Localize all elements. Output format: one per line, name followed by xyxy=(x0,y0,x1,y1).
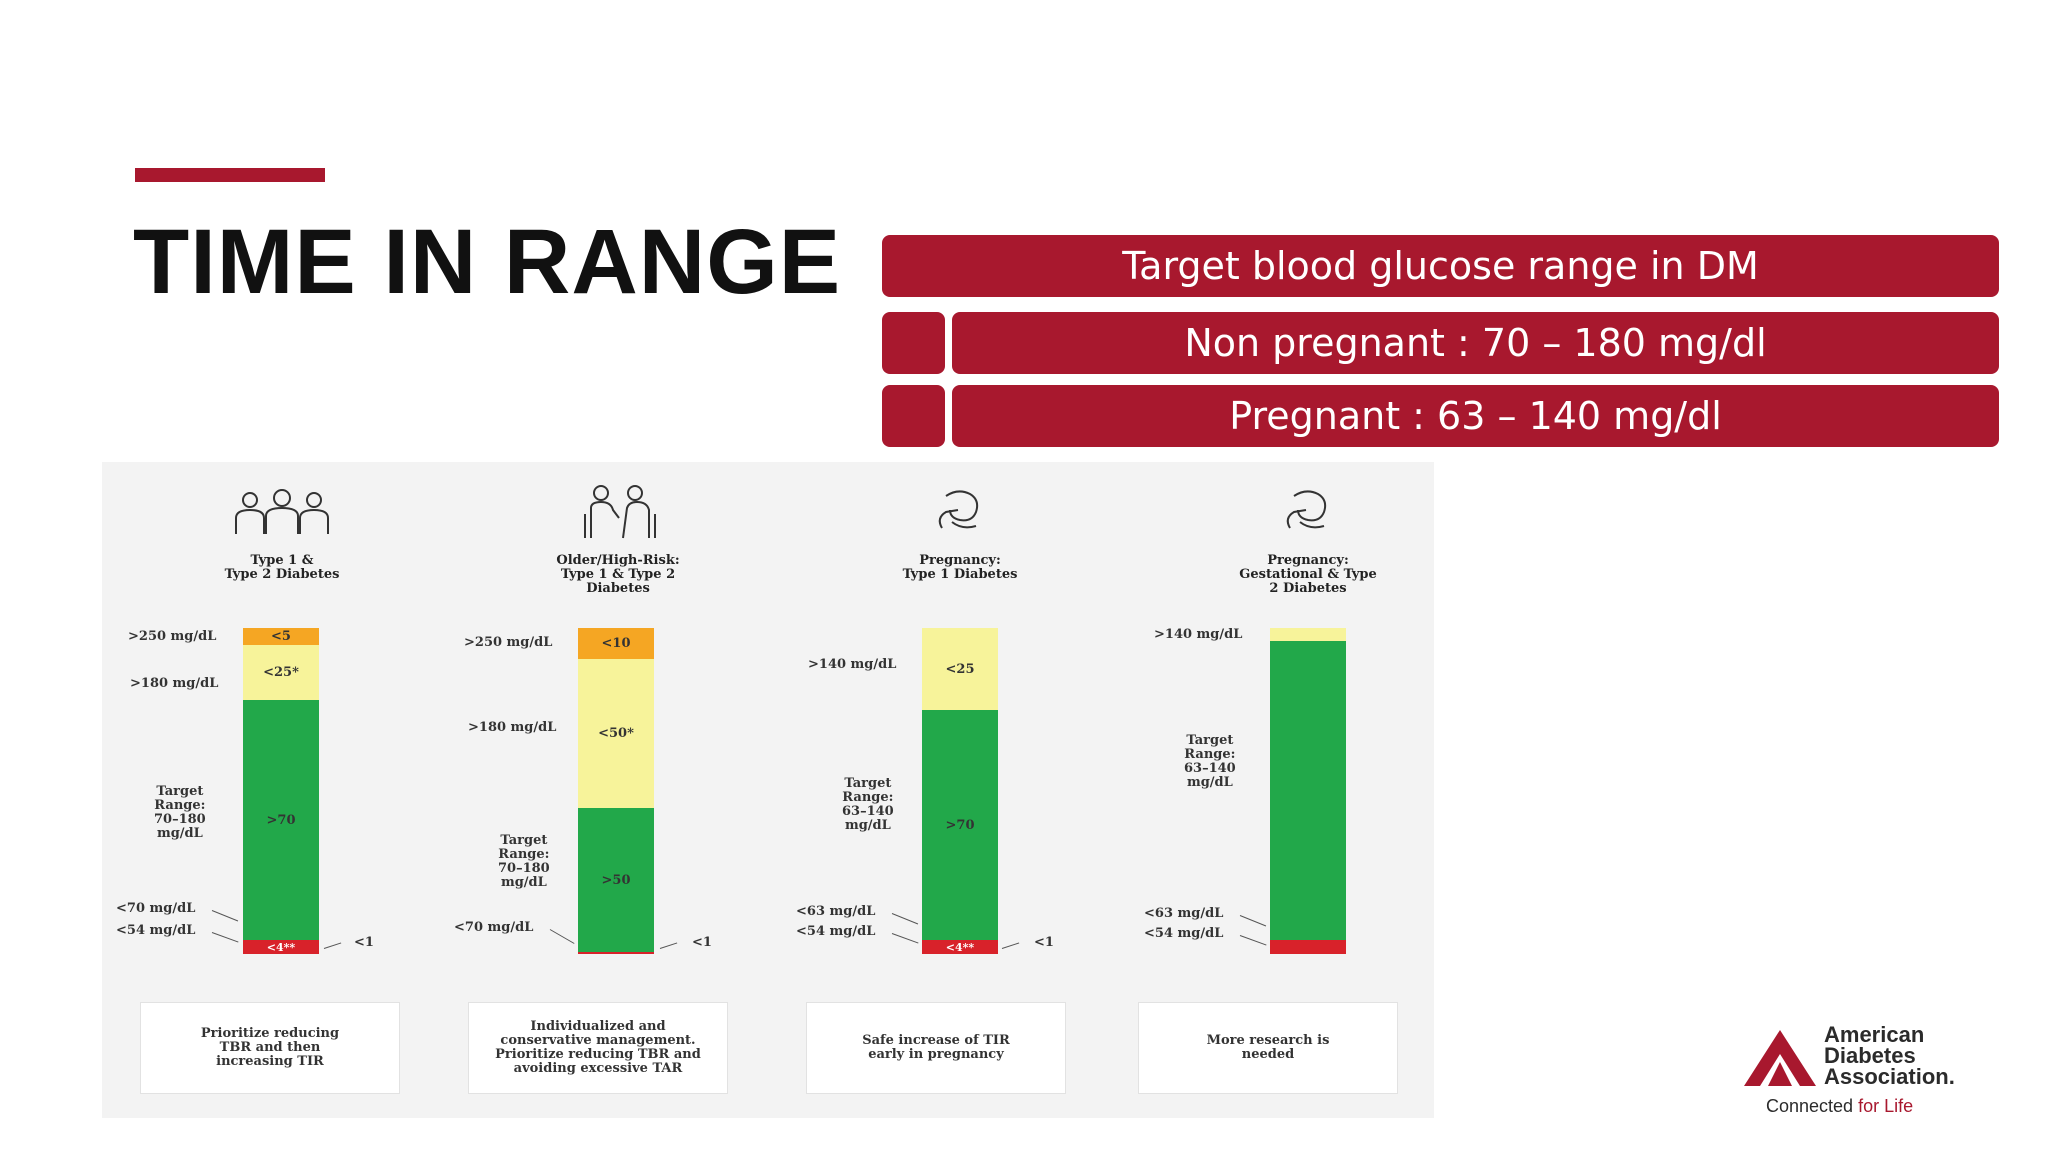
leader-line xyxy=(549,929,575,944)
label-right-less-than-1: <1 xyxy=(1034,935,1054,950)
panel-note: Prioritize reducing TBR and then increas… xyxy=(140,1002,400,1094)
ada-logo-mark-icon xyxy=(1744,1030,1816,1086)
bar-segment-above: <25* xyxy=(243,645,319,700)
group-of-people-icon xyxy=(235,489,329,534)
panel-title: Pregnancy: Gestational & Type 2 Diabetes xyxy=(1239,553,1377,596)
bar-segment-below xyxy=(1270,940,1346,954)
label-target-range: Target Range: 63–140 mg/dL xyxy=(1184,733,1236,790)
leader-line xyxy=(211,932,239,943)
label-right-less-than-1: <1 xyxy=(354,935,374,950)
label-above-250: >250 mg/dL xyxy=(464,635,553,650)
ada-logo: American Diabetes Association. Connected… xyxy=(1742,1022,1982,1122)
tir-bar: <10 <50* >50 xyxy=(578,628,654,954)
label-below-54: <54 mg/dL xyxy=(1144,926,1224,941)
title-accent-bar xyxy=(135,168,325,182)
bar-segment-below: <4** xyxy=(922,940,998,954)
tir-bar: <25 >70 <4** xyxy=(922,628,998,954)
pregnant-woman-icon xyxy=(938,490,979,529)
tir-bar xyxy=(1270,628,1346,954)
panel-note: Safe increase of TIR early in pregnancy xyxy=(806,1002,1066,1094)
label-right-less-than-1: <1 xyxy=(692,935,712,950)
target-range-header: Target blood glucose range in DM xyxy=(882,235,1999,297)
bar-segment-high: <5 xyxy=(243,628,319,645)
bar-segment-below: <4** xyxy=(243,940,319,954)
leader-line xyxy=(891,933,919,944)
bar-segment-below xyxy=(578,952,654,954)
bar-segment-target: >70 xyxy=(922,710,998,940)
bar-segment-above: <50* xyxy=(578,659,654,808)
label-target-range: Target Range: 70–180 mg/dL xyxy=(154,784,206,841)
label-above-250: >250 mg/dL xyxy=(128,629,217,644)
label-target-range: Target Range: 70–180 mg/dL xyxy=(498,833,550,890)
label-below-54: <54 mg/dL xyxy=(796,924,876,939)
leader-line xyxy=(891,913,919,925)
leader-line xyxy=(1239,935,1267,946)
target-range-non-pregnant: Non pregnant : 70 – 180 mg/dl xyxy=(952,312,1999,374)
label-above-180: >180 mg/dL xyxy=(130,676,219,691)
bar-segment-above xyxy=(1270,628,1346,641)
label-below-54: <54 mg/dL xyxy=(116,923,196,938)
label-above-140: >140 mg/dL xyxy=(1154,627,1243,642)
label-target-range: Target Range: 63–140 mg/dL xyxy=(842,776,894,833)
page-title: TIME IN RANGE xyxy=(133,211,842,313)
older-couple-icon xyxy=(584,485,656,539)
label-below-70: <70 mg/dL xyxy=(454,920,534,935)
label-below-63: <63 mg/dL xyxy=(1144,906,1224,921)
label-above-140: >140 mg/dL xyxy=(808,657,897,672)
panel-title: Older/High-Risk: Type 1 & Type 2 Diabete… xyxy=(556,553,680,596)
bar-segment-high: <10 xyxy=(578,628,654,659)
ada-logo-tagline: Connected for Life xyxy=(1766,1096,1913,1117)
panel-note: More research is needed xyxy=(1138,1002,1398,1094)
bar-segment-target xyxy=(1270,641,1346,940)
tir-bar: <5 <25* >70 <4** xyxy=(243,628,319,954)
time-in-range-figure: Type 1 & Type 2 Diabetes <5 <25* >70 <4*… xyxy=(102,462,1434,1118)
leader-line xyxy=(211,910,239,922)
ada-logo-wordmark: American Diabetes Association. xyxy=(1824,1022,1955,1089)
label-below-63: <63 mg/dL xyxy=(796,904,876,919)
bar-segment-target: >50 xyxy=(578,808,654,952)
pregnant-woman-icon xyxy=(1286,490,1327,529)
label-below-70: <70 mg/dL xyxy=(116,901,196,916)
bar-segment-target: >70 xyxy=(243,700,319,940)
row-marker-pregnant xyxy=(882,385,945,447)
tagline-accent-text: for Life xyxy=(1858,1096,1914,1116)
label-above-180: >180 mg/dL xyxy=(468,720,557,735)
leader-line xyxy=(1239,915,1267,927)
panel-title: Type 1 & Type 2 Diabetes xyxy=(224,553,340,582)
leader-line xyxy=(323,942,342,949)
target-range-pregnant: Pregnant : 63 – 140 mg/dl xyxy=(952,385,1999,447)
row-marker-non-pregnant xyxy=(882,312,945,374)
tagline-text: Connected xyxy=(1766,1096,1859,1116)
leader-line xyxy=(659,942,678,949)
panel-note: Individualized and conservative manageme… xyxy=(468,1002,728,1094)
bar-segment-above: <25 xyxy=(922,628,998,710)
panel-title: Pregnancy: Type 1 Diabetes xyxy=(902,553,1018,582)
leader-line xyxy=(1001,942,1020,949)
